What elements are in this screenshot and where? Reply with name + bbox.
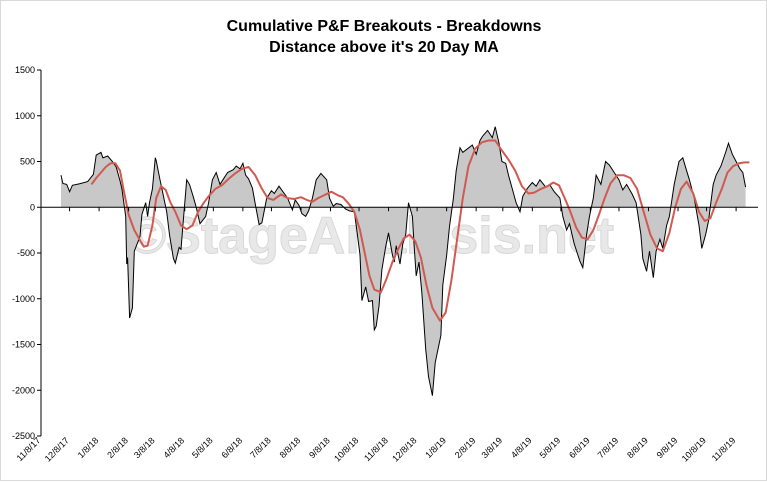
y-tick-label: -2500 [12, 431, 35, 441]
x-tick-label: 9/8/18 [307, 435, 332, 460]
y-axis-ticks: 1500 1000 500 0 -500 -1000 -1500 -2000 -2500 [12, 65, 41, 441]
x-tick-label: 5/8/19 [538, 435, 563, 460]
y-tick-label: -2000 [12, 385, 35, 395]
y-tick-label: 1500 [15, 65, 35, 75]
y-tick-label: -1500 [12, 340, 35, 350]
chart-title: Cumulative P&F Breakouts - Breakdowns [227, 18, 542, 35]
x-tick-label: 9/8/19 [655, 435, 680, 460]
x-tick-label: 4/8/19 [509, 435, 534, 460]
chart-subtitle: Distance above it's 20 Day MA [269, 39, 499, 56]
y-tick-label: 1000 [15, 111, 35, 121]
series-area-fill [61, 126, 746, 396]
x-tick-label: 10/8/19 [680, 435, 708, 463]
x-tick-label: 11/8/19 [710, 435, 738, 463]
x-tick-label: 8/8/18 [278, 435, 303, 460]
x-tick-label: 4/8/18 [161, 435, 186, 460]
x-tick-label: 2/8/19 [453, 435, 478, 460]
x-tick-label: 10/8/18 [332, 435, 360, 463]
series-area-line [60, 126, 747, 396]
x-tick-label: 3/8/18 [132, 435, 157, 460]
y-tick-label: 0 [30, 202, 35, 212]
x-tick-label: 2/8/18 [105, 435, 130, 460]
x-tick-label: 1/8/19 [423, 435, 448, 460]
y-tick-label: -500 [17, 248, 35, 258]
x-tick-label: 7/8/19 [596, 435, 621, 460]
x-tick-label: 5/8/18 [190, 435, 215, 460]
x-tick-label: 12/8/17 [43, 435, 71, 463]
series-ma-line [90, 139, 750, 322]
x-tick-label: 3/8/19 [479, 435, 504, 460]
x-tick-label: 11/8/18 [362, 435, 390, 463]
y-tick-label: -1000 [12, 294, 35, 304]
x-tick-label: 12/8/18 [390, 435, 418, 463]
y-tick-label: 500 [20, 157, 35, 167]
x-tick-label: 7/8/18 [248, 435, 273, 460]
x-tick-label: 1/8/18 [76, 435, 101, 460]
x-tick-label: 6/8/18 [220, 435, 245, 460]
x-tick-label: 8/8/19 [625, 435, 650, 460]
x-tick-label: 6/8/19 [567, 435, 592, 460]
